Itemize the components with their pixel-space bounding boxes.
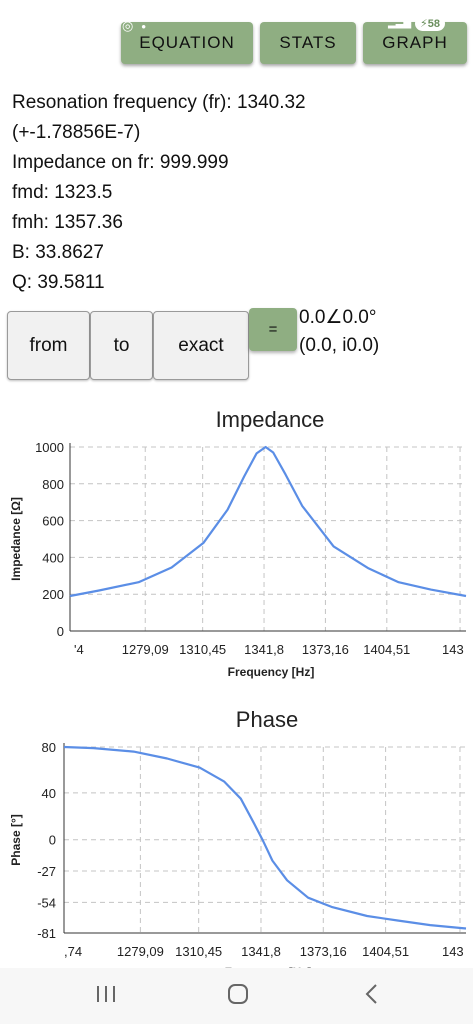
navigation-icons bbox=[97, 984, 377, 1004]
battery-level: 58 bbox=[427, 18, 440, 30]
chart-title: Phase bbox=[236, 707, 298, 732]
x-tick-label: 143 bbox=[442, 642, 464, 657]
navigation-bar bbox=[0, 968, 473, 1024]
y-tick-label: -81 bbox=[37, 926, 56, 941]
y-axis-label: Phase [°] bbox=[9, 814, 23, 865]
result-output: 0.0∠0.0° (0.0, i0.0) bbox=[299, 304, 379, 360]
bandwidth-text: B: 33.8627 bbox=[12, 242, 104, 263]
y-tick-label: -27 bbox=[37, 864, 56, 879]
x-tick-label: 1373,16 bbox=[302, 642, 349, 657]
y-tick-label: 600 bbox=[42, 514, 64, 529]
to-button[interactable]: to bbox=[90, 311, 153, 380]
fmd-text: fmd: 1323.5 bbox=[12, 182, 113, 203]
x-tick-label: '4 bbox=[74, 642, 84, 657]
y-tick-label: 800 bbox=[42, 477, 64, 492]
status-icons-left: ◎ • bbox=[122, 18, 146, 34]
x-tick-label: 1404,51 bbox=[362, 944, 409, 959]
resonance-error-text: (+-1.78856E-7) bbox=[12, 122, 141, 143]
exact-button[interactable]: exact bbox=[153, 311, 249, 380]
y-tick-label: 200 bbox=[42, 587, 64, 602]
x-tick-label: 143 bbox=[442, 944, 464, 959]
stats-button[interactable]: STATS bbox=[260, 22, 356, 64]
y-tick-label: 40 bbox=[42, 786, 56, 801]
instagram-icon: ◎ bbox=[122, 18, 134, 33]
impedance-on-fr-text: Impedance on fr: 999.999 bbox=[12, 152, 229, 173]
x-tick-label: 1341,8 bbox=[241, 944, 281, 959]
y-tick-label: 0 bbox=[49, 833, 56, 848]
x-tick-label: 1310,45 bbox=[179, 642, 226, 657]
y-tick-label: -54 bbox=[37, 895, 56, 910]
results-panel: Resonation frequency (fr): 1340.32 (+-1.… bbox=[12, 88, 306, 298]
notification-dot-icon: • bbox=[141, 18, 146, 34]
x-tick-label: 1310,45 bbox=[175, 944, 222, 959]
resonance-frequency-text: Resonation frequency (fr): 1340.32 bbox=[12, 92, 306, 113]
y-tick-label: 400 bbox=[42, 550, 64, 565]
status-icons-right: ▂▃▅ ⚡58 bbox=[388, 16, 445, 31]
phase-chart: Phase 80 40 0 -27 -54 -81 ,74 1279,09 1310,45 1341… bbox=[9, 707, 467, 979]
back-icon[interactable] bbox=[365, 984, 377, 1004]
home-icon[interactable] bbox=[228, 984, 248, 1004]
x-tick-label: 1279,09 bbox=[122, 642, 169, 657]
signal-icon: ▂▃▅ bbox=[387, 18, 412, 29]
y-tick-label: 1000 bbox=[35, 440, 64, 455]
series-line bbox=[69, 445, 467, 598]
impedance-chart: Impedance 0 200 400 600 800 1000 '4 1279,09 1310,… bbox=[9, 407, 467, 679]
recent-apps-icon[interactable] bbox=[97, 986, 115, 1002]
x-tick-label: ,74 bbox=[64, 944, 82, 959]
result-polar: 0.0∠0.0° bbox=[299, 307, 377, 328]
graph-button[interactable]: GRAPH bbox=[363, 22, 467, 64]
chart-title: Impedance bbox=[216, 407, 325, 432]
x-tick-label: 1341,8 bbox=[244, 642, 284, 657]
y-axis-label: Impedance [Ω] bbox=[9, 497, 23, 581]
x-axis-label: Frequency [Hz] bbox=[228, 665, 315, 679]
from-button[interactable]: from bbox=[7, 311, 90, 380]
quality-factor-text: Q: 39.5811 bbox=[12, 272, 105, 293]
x-tick-label: 1404,51 bbox=[363, 642, 410, 657]
equation-button[interactable]: EQUATION bbox=[121, 22, 253, 64]
y-tick-label: 80 bbox=[42, 740, 56, 755]
battery-indicator: ⚡58 bbox=[415, 16, 445, 31]
x-tick-label: 1373,16 bbox=[300, 944, 347, 959]
x-tick-label: 1279,09 bbox=[117, 944, 164, 959]
series-line bbox=[63, 745, 467, 930]
fmh-text: fmh: 1357.36 bbox=[12, 212, 123, 233]
equals-button[interactable]: = bbox=[249, 308, 297, 351]
y-tick-label: 0 bbox=[57, 624, 64, 639]
result-complex: (0.0, i0.0) bbox=[299, 335, 380, 356]
